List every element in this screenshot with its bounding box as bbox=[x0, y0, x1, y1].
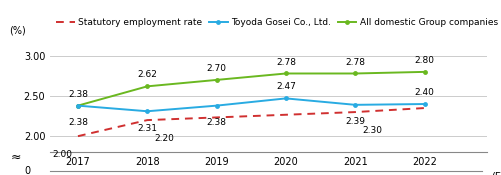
Text: 2.38: 2.38 bbox=[68, 90, 88, 99]
Text: 2.30: 2.30 bbox=[361, 126, 381, 135]
Text: 2.00: 2.00 bbox=[52, 150, 72, 159]
Text: 2.39: 2.39 bbox=[345, 117, 365, 126]
Text: 2.80: 2.80 bbox=[414, 56, 434, 65]
Text: 2.47: 2.47 bbox=[276, 82, 295, 92]
Legend: Statutory employment rate, Toyoda Gosei Co., Ltd., All domestic Group companies: Statutory employment rate, Toyoda Gosei … bbox=[53, 14, 501, 31]
Text: 2.78: 2.78 bbox=[345, 58, 365, 66]
Text: 2.78: 2.78 bbox=[276, 58, 295, 66]
Text: 2.70: 2.70 bbox=[206, 64, 226, 73]
Text: 2.20: 2.20 bbox=[154, 134, 174, 143]
Text: 2.62: 2.62 bbox=[137, 70, 157, 79]
Text: 2.38: 2.38 bbox=[68, 118, 88, 127]
Text: ≈: ≈ bbox=[11, 151, 21, 164]
Text: (%): (%) bbox=[9, 25, 26, 35]
Text: 2.31: 2.31 bbox=[137, 124, 157, 133]
Text: 0: 0 bbox=[25, 166, 31, 175]
Text: 2.40: 2.40 bbox=[414, 88, 434, 97]
Text: (FY): (FY) bbox=[490, 172, 501, 175]
Text: 2.38: 2.38 bbox=[206, 118, 226, 127]
